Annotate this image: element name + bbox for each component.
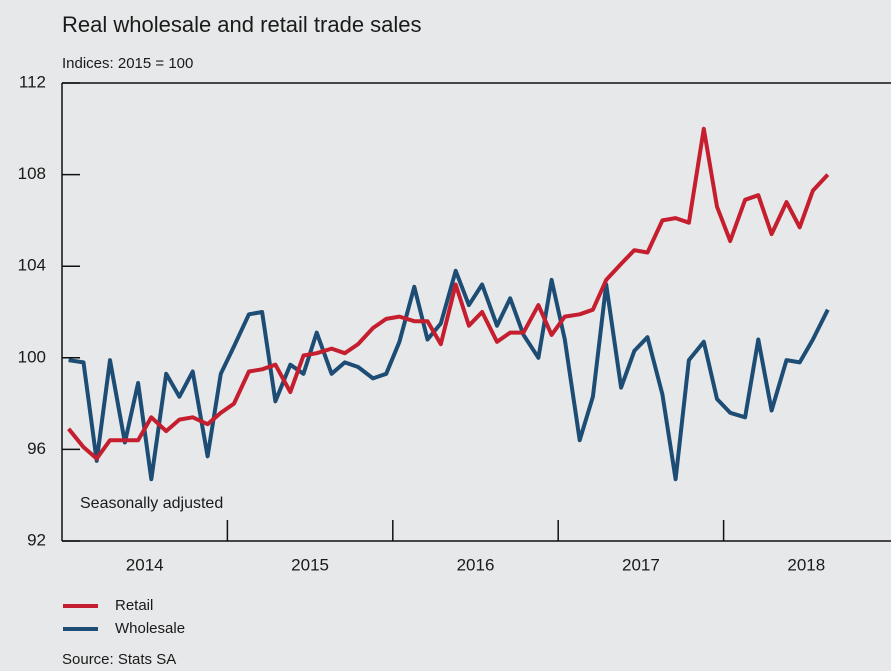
x-tick-label: 2018	[787, 555, 825, 574]
y-tick-label: 104	[18, 256, 46, 275]
legend-label: Wholesale	[115, 620, 185, 637]
series-line	[68, 268, 830, 482]
y-tick-label: 92	[27, 530, 46, 549]
source: Source: Stats SA	[62, 651, 176, 668]
y-tick-label: 112	[19, 72, 46, 91]
x-tick-label: 2017	[622, 555, 660, 574]
series-line	[67, 126, 830, 461]
y-tick-label: 96	[27, 439, 46, 458]
legend-label: Retail	[115, 597, 153, 614]
y-tick-label: 100	[18, 347, 46, 366]
chart-title: Real wholesale and retail trade sales	[62, 12, 422, 37]
annotation: Seasonally adjusted	[80, 495, 223, 512]
chart-subtitle: Indices: 2015 = 100	[62, 55, 193, 72]
x-tick-label: 2016	[457, 555, 495, 574]
x-tick-label: 2015	[291, 555, 329, 574]
y-tick-label: 108	[18, 164, 46, 183]
x-tick-label: 2014	[126, 555, 164, 574]
